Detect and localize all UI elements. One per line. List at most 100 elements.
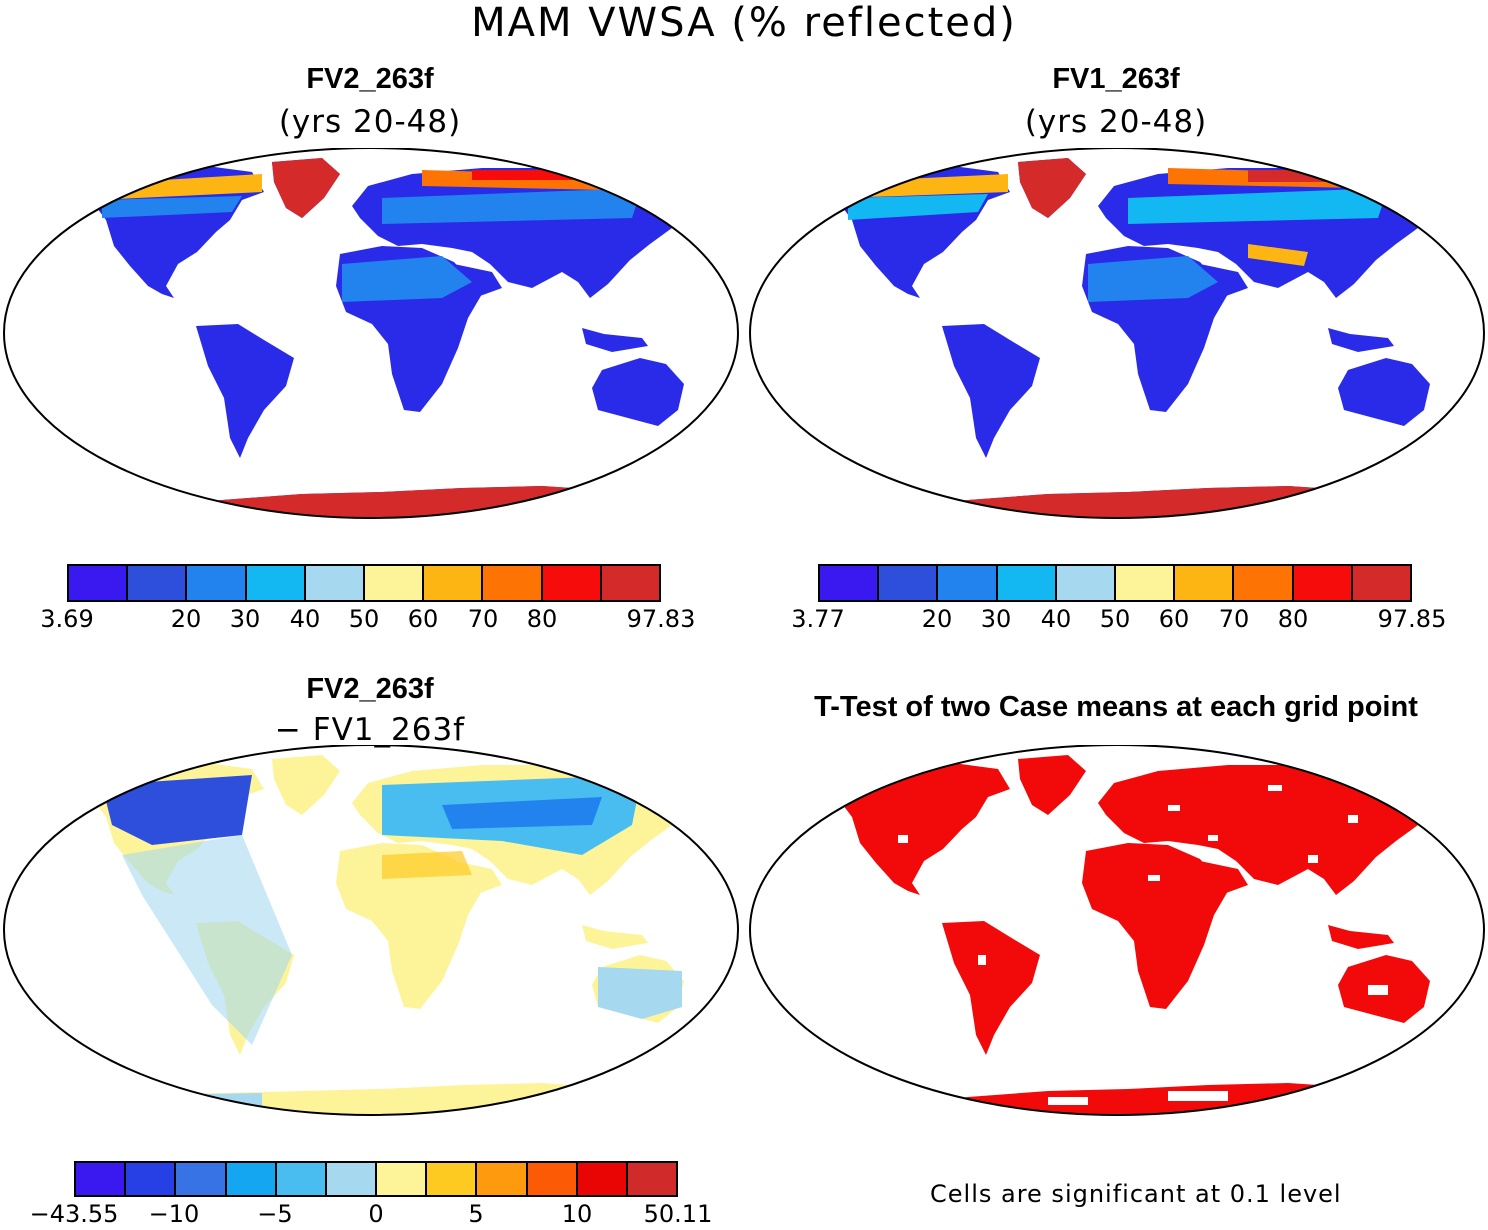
figure-title: MAM VWSA (% reflected) xyxy=(471,0,1017,46)
tick: 40 xyxy=(1040,605,1072,633)
desert-band xyxy=(342,256,472,302)
colorbar-swatch xyxy=(483,566,543,600)
tick: 30 xyxy=(229,605,261,633)
eurasia-snow-red xyxy=(472,170,642,180)
colorbar-diff-ticks: −43.55 −10 −5 0 5 10 50.11 xyxy=(30,1200,713,1230)
sahara-positive xyxy=(382,851,472,879)
eurasia-negative-strong xyxy=(442,797,602,829)
na-negative xyxy=(102,775,252,845)
panel-fv2-subtitle: (yrs 20-48) xyxy=(278,104,462,140)
antarctica-blue xyxy=(142,1093,262,1115)
panel-fv1-title: FV1_263f xyxy=(1052,63,1180,95)
map-diff xyxy=(3,745,739,1116)
map-fv1 xyxy=(749,148,1485,519)
map-border xyxy=(3,148,739,519)
colorbar-swatch xyxy=(128,566,188,600)
colorbar-swatch xyxy=(126,1163,177,1195)
panel-diff-subtitle: − FV1_263f xyxy=(274,712,466,748)
tick: 97.85 xyxy=(1377,605,1447,633)
map-fv2 xyxy=(3,148,739,519)
map-border xyxy=(3,745,739,1116)
na-band xyxy=(102,196,242,218)
panel-ttest-title: T-Test of two Case means at each grid po… xyxy=(814,691,1418,723)
tick: 80 xyxy=(526,605,558,633)
colorbar-swatch xyxy=(1056,566,1117,600)
colorbar-swatch xyxy=(1175,566,1235,600)
tick: 10 xyxy=(561,1200,593,1228)
colorbar-swatch xyxy=(542,566,602,600)
greenland xyxy=(1018,158,1086,218)
colorbar-swatch xyxy=(365,566,425,600)
colorbar-swatch xyxy=(527,1163,578,1195)
tick: −5 xyxy=(257,1200,293,1228)
tick: 50.11 xyxy=(643,1200,713,1228)
nonsignificant-cells xyxy=(898,785,1388,1105)
tick: 3.69 xyxy=(40,605,94,633)
colorbar-swatch xyxy=(226,1163,277,1195)
colorbar-swatch xyxy=(427,1163,478,1195)
colorbar-swatch xyxy=(938,566,998,600)
colorbar-swatch xyxy=(176,1163,227,1195)
antarctica xyxy=(888,486,1368,518)
americas-light-blue xyxy=(122,835,292,1045)
tick: 30 xyxy=(980,605,1012,633)
tibet-snow xyxy=(1248,244,1308,266)
colorbar-swatch xyxy=(577,1163,628,1195)
colorbar-swatch xyxy=(76,1163,127,1195)
colorbar-swatch xyxy=(305,566,366,600)
colorbar-fv1 xyxy=(818,564,1412,602)
map-ttest xyxy=(749,745,1485,1116)
colorbar-diff xyxy=(74,1161,678,1197)
colorbar-swatch xyxy=(276,1163,327,1195)
colorbar-swatch xyxy=(1116,566,1176,600)
colorbar-swatch xyxy=(246,566,306,600)
colorbar-fv1-ticks: 3.77 20 30 40 50 60 70 80 97.85 xyxy=(791,605,1446,635)
desert-band xyxy=(1088,256,1218,302)
significance-footnote: Cells are significant at 0.1 level xyxy=(930,1180,1342,1208)
colorbar-swatch xyxy=(69,566,129,600)
colorbar-swatch xyxy=(1293,566,1353,600)
colorbar-swatch xyxy=(1234,566,1294,600)
tick: 20 xyxy=(921,605,953,633)
australia-light-blue xyxy=(598,967,682,1019)
colorbar-swatch xyxy=(326,1163,378,1195)
tick: 5 xyxy=(468,1200,484,1228)
colorbar-swatch xyxy=(1352,566,1411,600)
tick: 60 xyxy=(407,605,439,633)
na-snow xyxy=(97,174,262,200)
tick: 80 xyxy=(1277,605,1309,633)
tick: 70 xyxy=(1218,605,1250,633)
greenland xyxy=(272,158,340,218)
antarctica xyxy=(142,486,622,518)
colorbar-swatch xyxy=(879,566,939,600)
land-fill-ttest xyxy=(840,755,1460,1115)
tick: 0 xyxy=(368,1200,384,1228)
eurasia-band xyxy=(1128,188,1388,224)
tick: 3.77 xyxy=(791,605,845,633)
tick: 50 xyxy=(1099,605,1131,633)
colorbar-fv2-ticks: 3.69 20 30 40 50 60 70 80 97.83 xyxy=(40,605,695,635)
tick: −43.55 xyxy=(29,1200,119,1228)
map-border xyxy=(749,148,1485,519)
colorbar-swatch xyxy=(627,1163,677,1195)
tick: 97.83 xyxy=(626,605,696,633)
tick: −10 xyxy=(148,1200,200,1228)
tick: 20 xyxy=(170,605,202,633)
colorbar-swatch xyxy=(377,1163,428,1195)
colorbar-fv2 xyxy=(67,564,661,602)
panel-diff-title: FV2_263f xyxy=(306,673,434,705)
panel-fv1-subtitle: (yrs 20-48) xyxy=(1024,104,1208,140)
colorbar-swatch xyxy=(820,566,880,600)
colorbar-swatch xyxy=(187,566,247,600)
tick: 40 xyxy=(289,605,321,633)
colorbar-swatch xyxy=(477,1163,528,1195)
eurasia-band xyxy=(382,188,642,224)
panel-fv2-title: FV2_263f xyxy=(306,63,434,95)
colorbar-swatch xyxy=(997,566,1057,600)
map-border xyxy=(749,745,1485,1116)
na-band xyxy=(848,194,988,220)
tick: 60 xyxy=(1158,605,1190,633)
colorbar-swatch xyxy=(424,566,484,600)
tick: 50 xyxy=(348,605,380,633)
colorbar-swatch xyxy=(601,566,660,600)
